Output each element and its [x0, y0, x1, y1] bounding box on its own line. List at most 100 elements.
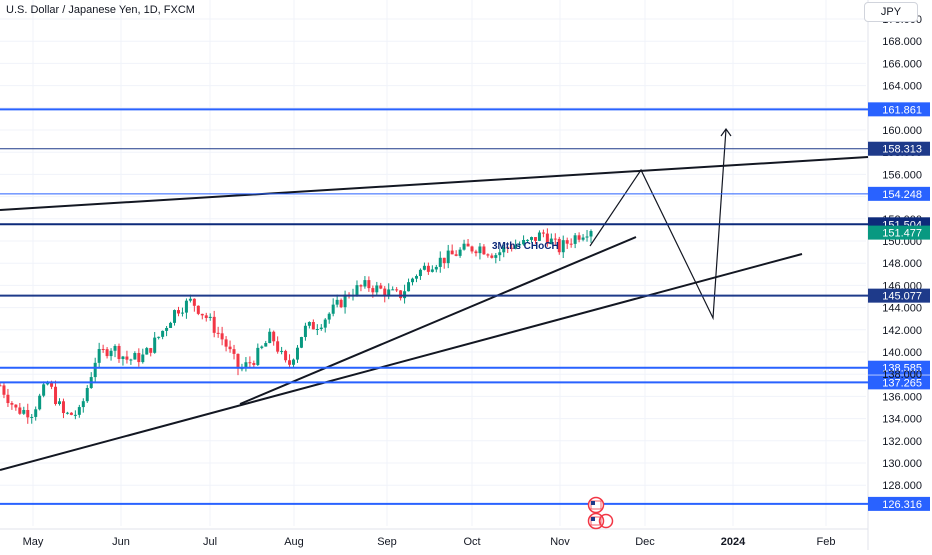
candle-body	[260, 346, 264, 348]
candle-body	[438, 257, 442, 267]
candle-body	[422, 265, 426, 270]
candle-body	[272, 331, 276, 342]
grid-lines	[0, 0, 866, 526]
candle-body	[335, 299, 339, 305]
candle-body	[228, 346, 232, 350]
level-price-label: 154.248	[882, 189, 922, 201]
y-tick-label: 148.000	[882, 258, 922, 270]
candle-body	[498, 252, 502, 256]
y-tick-label: 140.000	[882, 347, 922, 359]
candle-body	[232, 349, 236, 354]
level-price-tag	[868, 496, 930, 511]
candle-body	[196, 305, 200, 314]
candle-body	[565, 240, 569, 244]
candle-body	[299, 337, 303, 348]
candle-body	[208, 316, 212, 318]
candle-body	[188, 298, 192, 301]
candle-body	[486, 254, 490, 256]
candle-body	[303, 325, 307, 338]
candle-body	[117, 345, 121, 360]
candle-body	[81, 401, 85, 408]
candle-body	[434, 266, 438, 270]
candle-body	[284, 350, 288, 361]
candle-body	[105, 349, 109, 357]
candle-body	[502, 247, 506, 253]
candle-body	[514, 245, 518, 249]
candle-body	[533, 237, 537, 241]
level-price-label: 138.585	[882, 363, 922, 375]
choch-annotation: 3Mths CHoCH	[492, 241, 559, 252]
candle-body	[42, 384, 46, 396]
currency-button[interactable]: JPY	[864, 2, 918, 22]
candle-body	[395, 289, 399, 291]
upper-channel-line	[0, 156, 869, 211]
candle-body	[0, 385, 2, 387]
candle-body	[414, 276, 418, 279]
candle-body	[474, 251, 478, 254]
candle-body	[248, 362, 252, 364]
candle-body	[478, 246, 482, 254]
projection-arrowhead	[720, 127, 732, 137]
candle-body	[26, 410, 30, 418]
candle-body	[526, 239, 530, 241]
candles	[0, 228, 593, 424]
y-tick-label: 128.000	[882, 480, 922, 492]
candle-body	[359, 285, 363, 287]
candle-body	[307, 322, 311, 326]
candle-body	[204, 315, 208, 318]
x-tick-label: Oct	[463, 536, 480, 548]
us-flag-event-icon	[587, 496, 605, 514]
candle-body	[252, 363, 256, 365]
candle-body	[561, 240, 565, 253]
candle-body	[61, 401, 65, 414]
level-price-label: 145.077	[882, 291, 922, 303]
level-price-label: 158.313	[882, 144, 922, 156]
last-price-label: 151.477	[882, 228, 922, 240]
candle-body	[113, 345, 117, 351]
candle-body	[129, 359, 133, 361]
x-tick-label: Feb	[817, 536, 836, 548]
candle-body	[97, 349, 101, 363]
candle-body	[367, 280, 371, 289]
x-tick-label: Sep	[377, 536, 397, 548]
candle-body	[256, 347, 260, 365]
event-circle	[598, 513, 614, 529]
last-price-tag	[868, 225, 930, 240]
y-tick-label: 142.000	[882, 325, 922, 337]
candle-body	[109, 350, 113, 357]
candle-body	[545, 233, 549, 244]
candle-body	[157, 336, 161, 338]
candle-body	[46, 383, 50, 385]
candle-body	[581, 237, 585, 240]
level-price-tag	[868, 186, 930, 201]
candle-body	[54, 386, 58, 405]
drawings	[0, 127, 869, 471]
flag-canton	[591, 517, 595, 521]
lower-trend-line	[0, 253, 803, 471]
candle-body	[311, 322, 315, 330]
candle-body	[18, 407, 22, 414]
candle-body	[14, 404, 18, 408]
candle-body	[212, 316, 216, 333]
candle-body	[407, 282, 411, 292]
candle-body	[2, 385, 6, 395]
x-tick-label: Aug	[284, 536, 304, 548]
candle-body	[101, 349, 105, 351]
candle-body	[6, 394, 10, 404]
level-price-label: 126.316	[882, 499, 922, 511]
candle-body	[573, 235, 577, 244]
y-tick-label: 166.000	[882, 58, 922, 70]
symbol-title: U.S. Dollar / Japanese Yen, 1D, FXCM	[6, 4, 195, 16]
candle-body	[585, 236, 589, 238]
candle-body	[169, 322, 173, 328]
x-tick-label: Nov	[550, 536, 570, 548]
candle-body	[577, 235, 581, 240]
candle-body	[490, 255, 494, 258]
candle-body	[165, 327, 169, 331]
candle-body	[85, 388, 89, 402]
candle-body	[30, 416, 34, 418]
candle-body	[589, 231, 593, 237]
event-flag-icons	[587, 496, 614, 530]
